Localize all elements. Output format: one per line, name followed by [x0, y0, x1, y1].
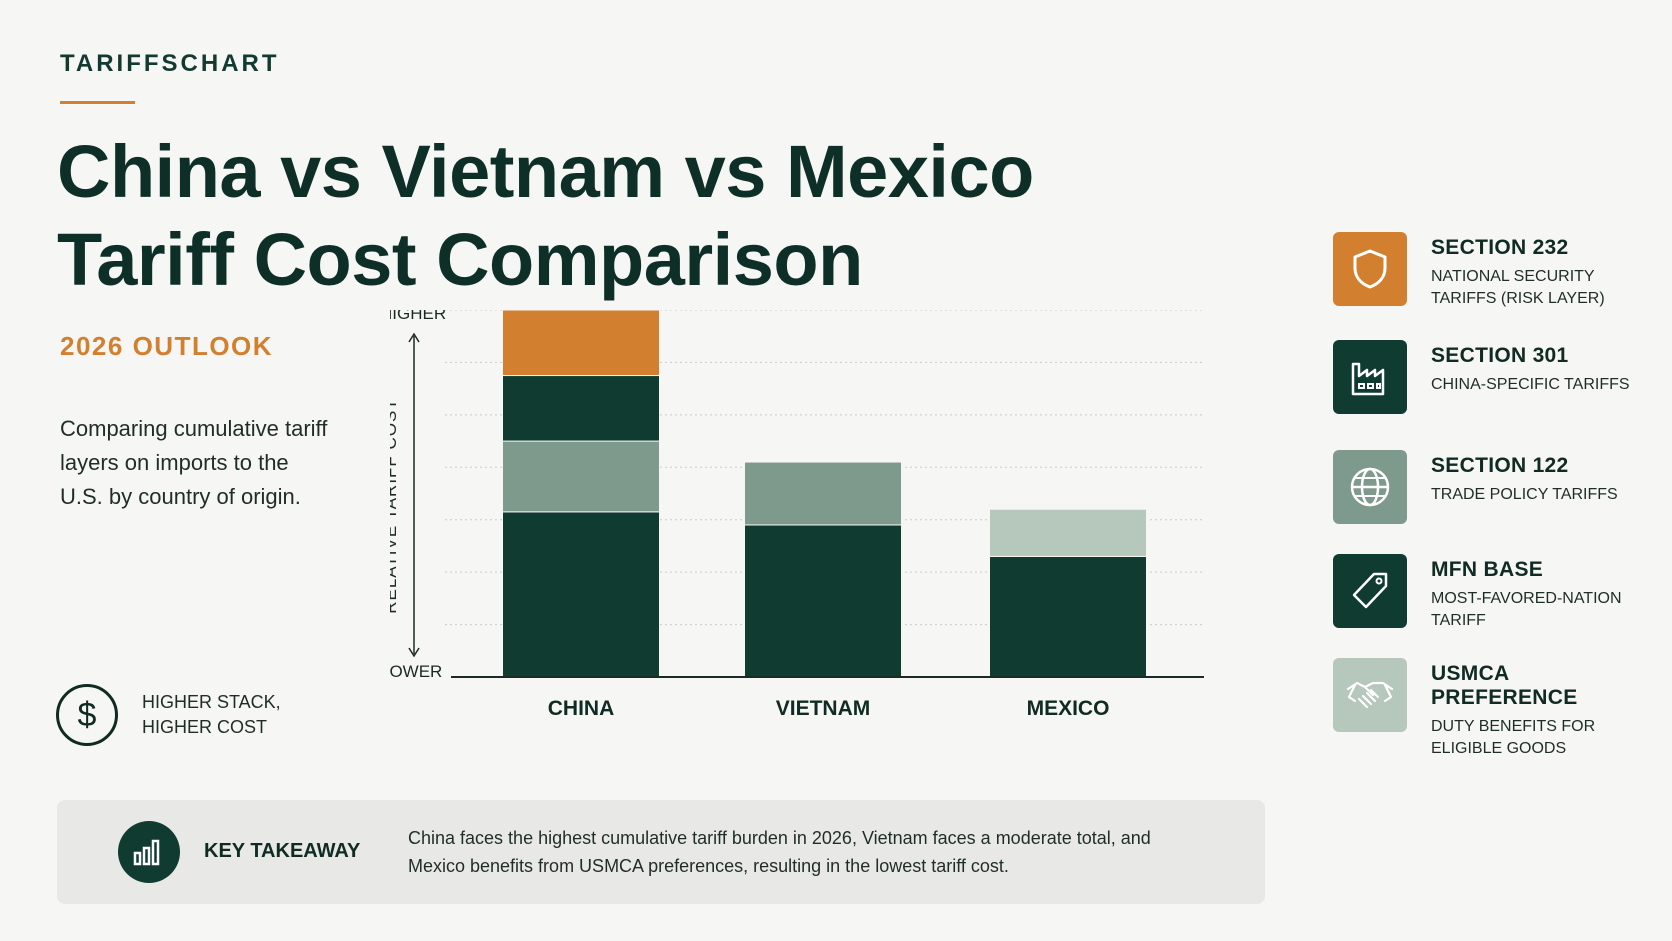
description-text: Comparing cumulative tariff layers on im… — [60, 416, 328, 509]
legend-item-section122: SECTION 122 TRADE POLICY TARIFFS — [1333, 450, 1631, 524]
y-axis-label: RELATIVE TARIFF COST — [390, 398, 400, 614]
page-title: China vs Vietnam vs Mexico Tariff Cost C… — [57, 128, 1034, 304]
legend-description: TRADE POLICY TARIFFS — [1431, 486, 1618, 503]
legend-text-group: SECTION 301 CHINA-SPECIFIC TARIFFS — [1431, 340, 1631, 396]
dollar-icon: $ — [56, 684, 118, 746]
brand-underline — [60, 101, 135, 104]
y-tick-lower: LOWER — [390, 662, 442, 681]
title-line-2: Tariff Cost Comparison — [57, 218, 863, 301]
factory-icon — [1333, 340, 1407, 414]
globe-icon — [1333, 450, 1407, 524]
legend-text-group: MFN BASE MOST-FAVORED-NATION TARIFF — [1431, 554, 1631, 632]
legend-item-section232: SECTION 232 NATIONAL SECURITY TARIFFS (RI… — [1333, 232, 1631, 310]
brand-name: TARIFFSCHART — [60, 50, 280, 77]
bar-chart-icon — [118, 821, 180, 883]
legend-description: NATIONAL SECURITY TARIFFS (RISK LAYER) — [1431, 268, 1605, 307]
legend-title: MFN BASE — [1431, 558, 1544, 581]
y-tick-higher: HIGHER — [390, 310, 446, 323]
bar-segment-mexico-usmca — [989, 508, 1147, 557]
shield-icon — [1333, 232, 1407, 306]
bar-segment-china-section232 — [502, 310, 660, 377]
stack-cost-note-text: HIGHER STACK, HIGHER COST — [142, 692, 281, 737]
bar-segment-vietnam-mfn — [744, 524, 902, 678]
legend-item-section301: SECTION 301 CHINA-SPECIFIC TARIFFS — [1333, 340, 1631, 414]
bar-segment-china-section122 — [502, 440, 660, 513]
outlook-subtitle: 2026 OUTLOOK — [60, 331, 274, 361]
legend-title: SECTION 301 — [1431, 344, 1569, 367]
arrow-down-icon — [408, 647, 420, 658]
key-takeaway-label: KEY TAKEAWAY — [204, 840, 361, 862]
legend-title: USMCA PREFERENCE — [1431, 662, 1578, 709]
legend-title: SECTION 232 — [1431, 236, 1569, 259]
handshake-icon — [1333, 658, 1407, 732]
key-takeaway-panel: KEY TAKEAWAY China faces the highest cum… — [57, 800, 1265, 904]
legend-text-group: SECTION 122 TRADE POLICY TARIFFS — [1431, 450, 1631, 506]
x-tick-china: CHINA — [548, 697, 615, 720]
legend-text-group: SECTION 232 NATIONAL SECURITY TARIFFS (RI… — [1431, 232, 1631, 310]
legend-text-group: USMCA PREFERENCE DUTY BENEFITS FOR ELIGIB… — [1431, 658, 1653, 760]
legend-item-usmca: USMCA PREFERENCE DUTY BENEFITS FOR ELIGIB… — [1333, 658, 1653, 760]
legend-title: SECTION 122 — [1431, 454, 1569, 477]
bar-segment-vietnam-section122 — [744, 461, 902, 526]
tag-icon — [1333, 554, 1407, 628]
bar-segment-china-section301 — [502, 375, 660, 442]
legend-item-mfn: MFN BASE MOST-FAVORED-NATION TARIFF — [1333, 554, 1631, 632]
legend-description: CHINA-SPECIFIC TARIFFS — [1431, 376, 1630, 393]
stack-cost-note: $ HIGHER STACK, HIGHER COST — [56, 684, 302, 746]
stacked-bar-chart: HIGHER LOWER RELATIVE TARIFF COST CHINA V… — [390, 310, 1204, 720]
x-tick-vietnam: VIETNAM — [776, 697, 871, 720]
arrow-up-icon — [408, 332, 420, 343]
legend-description: MOST-FAVORED-NATION TARIFF — [1431, 590, 1622, 629]
legend-description: DUTY BENEFITS FOR ELIGIBLE GOODS — [1431, 718, 1596, 757]
bar-segment-mexico-mfn — [989, 555, 1147, 678]
key-takeaway-text: China faces the highest cumulative tarif… — [408, 828, 1151, 876]
x-tick-mexico: MEXICO — [1027, 697, 1110, 720]
bar-segment-china-mfn — [502, 511, 660, 678]
title-line-1: China vs Vietnam vs Mexico — [57, 130, 1034, 213]
